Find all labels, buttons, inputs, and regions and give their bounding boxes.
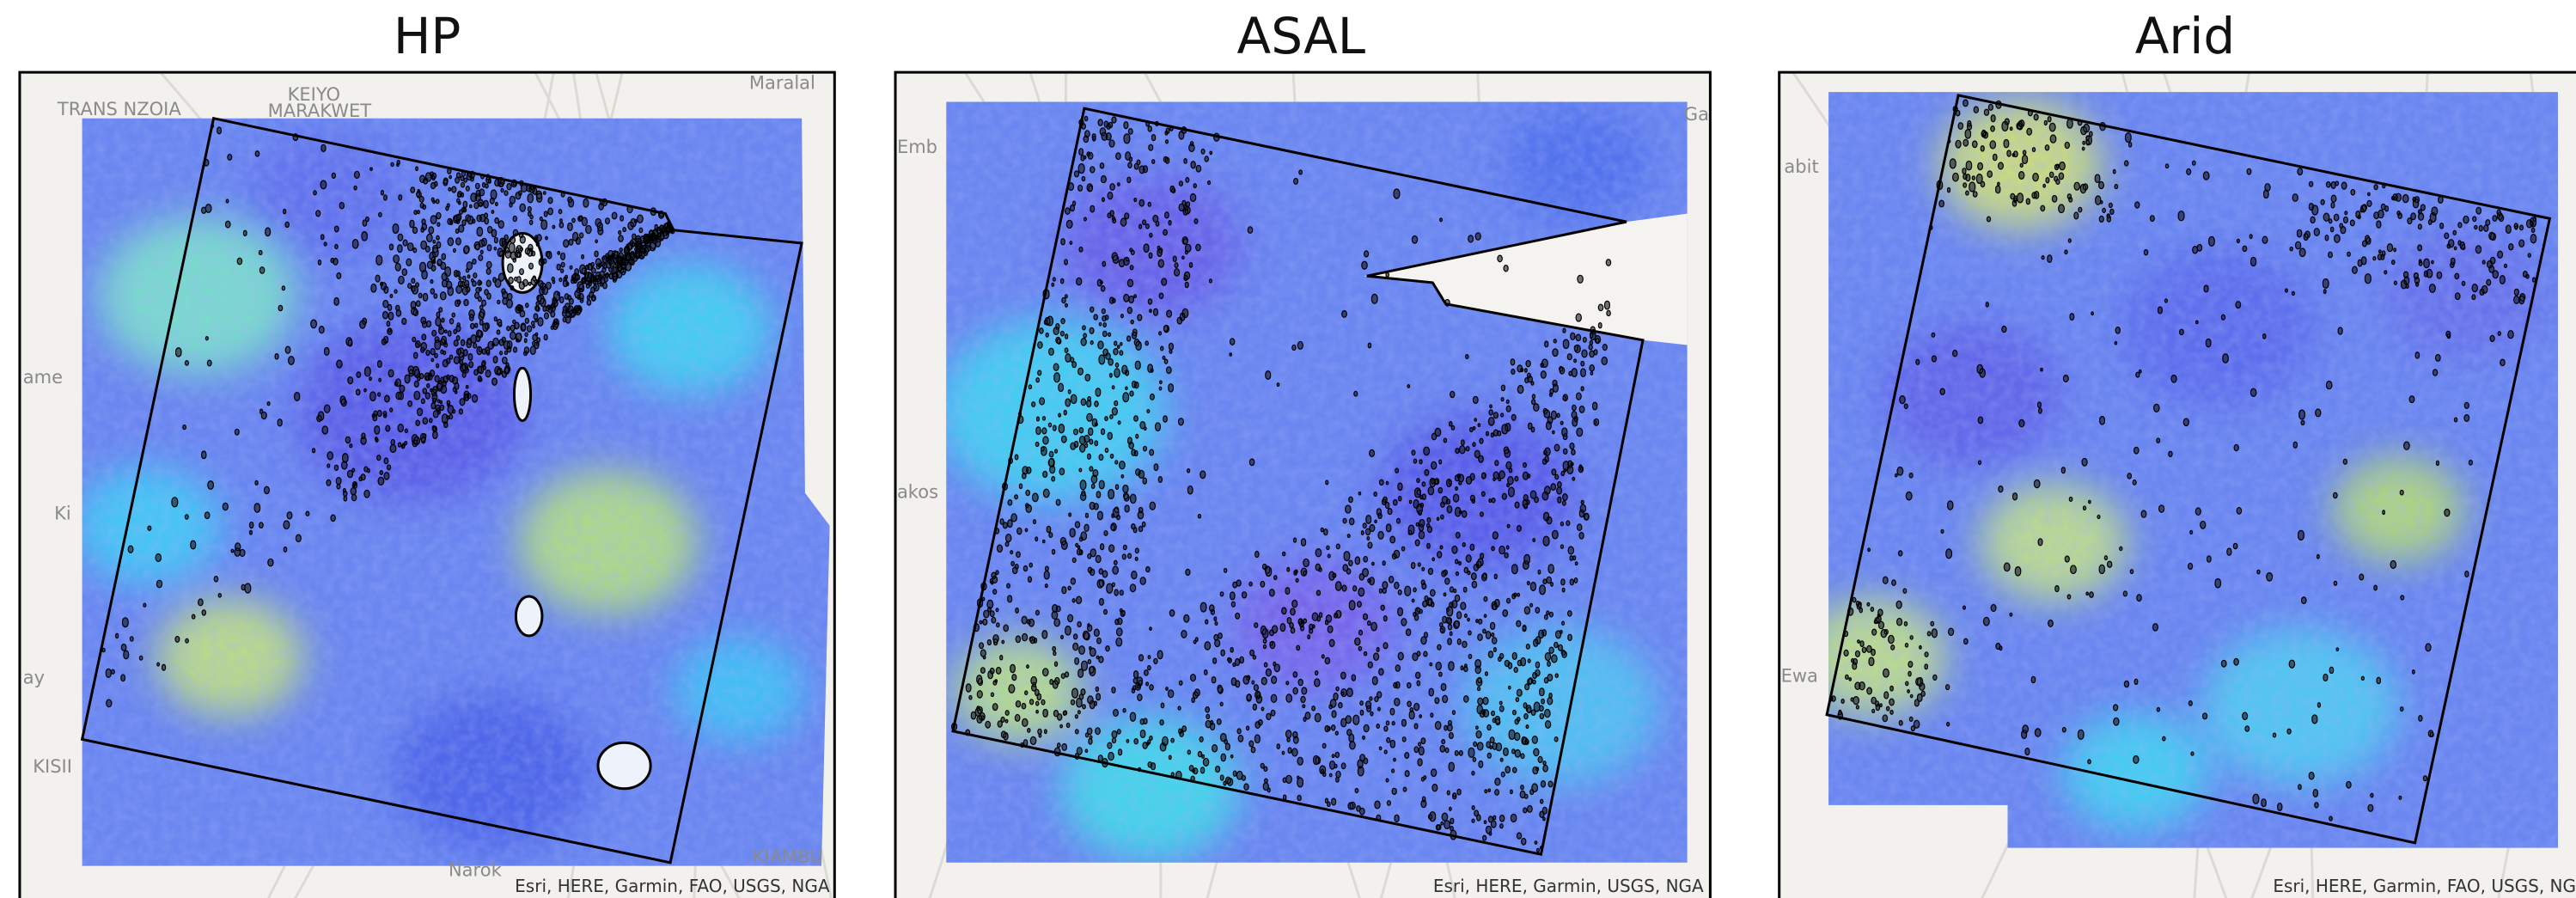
place-label: TRANS NZOIA xyxy=(57,99,181,119)
attribution: Esri, HERE, Garmin, FAO, USGS, NG xyxy=(2273,876,2576,896)
map-body: abit Ewa Esri, HERE, Garmin, FAO, USGS, NG xyxy=(1779,72,2576,898)
place-label: Ki xyxy=(54,503,71,523)
panel-title: ASAL xyxy=(1237,7,1366,65)
place-label: Ga xyxy=(1684,104,1709,125)
raster-grain xyxy=(1779,72,2576,898)
raster xyxy=(1779,72,2576,898)
place-label: abit xyxy=(1784,156,1818,177)
panel-title: HP xyxy=(394,7,461,65)
raster-grain xyxy=(20,72,834,898)
map-panel: ASAL Emb akos Ga Esri, HERE, Garmin, USGS, N… xyxy=(895,7,1710,898)
figure: HPMaralalTRANS NZOIAKEIYOMARAKWETameKiay… xyxy=(0,0,2576,898)
raster-grain xyxy=(895,72,1710,898)
raster xyxy=(20,72,834,898)
place-label: Emb xyxy=(897,137,937,157)
place-label: Maralal xyxy=(749,73,815,94)
attribution: Esri, HERE, Garmin, USGS, NGA xyxy=(1433,876,1704,896)
place-label: Narok xyxy=(449,859,503,880)
lake xyxy=(598,742,650,789)
panel-title: Arid xyxy=(2135,7,2235,65)
raster xyxy=(895,72,1710,898)
place-label: MARAKWET xyxy=(268,101,372,121)
place-label: ame xyxy=(23,367,63,388)
map-body: Emb akos Ga Esri, HERE, Garmin, USGS, NGA xyxy=(895,72,1710,898)
place-label: akos xyxy=(897,482,938,503)
lake xyxy=(514,368,530,420)
place-label: ay xyxy=(23,668,45,688)
place-label: KISII xyxy=(33,756,72,777)
place-label: KIAMBU xyxy=(753,846,823,867)
lake xyxy=(516,596,542,636)
map-panel: Arid abit Ewa Esri, HERE, Garmin, FAO, USGS… xyxy=(1779,7,2576,898)
place-label: Ewa xyxy=(1781,666,1818,687)
attribution: Esri, HERE, Garmin, FAO, USGS, NGA xyxy=(515,876,830,896)
